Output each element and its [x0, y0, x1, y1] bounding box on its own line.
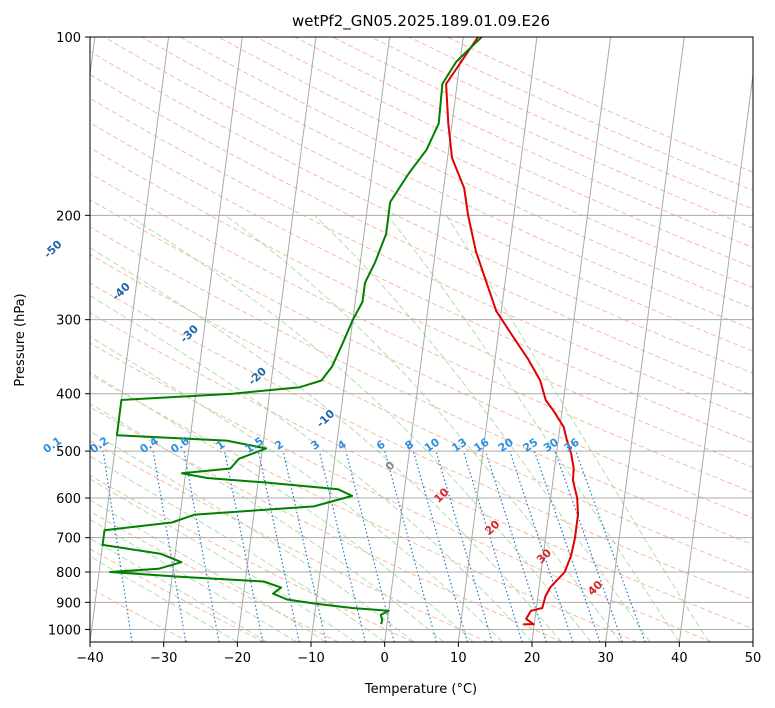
- mixing-ratio-line: [575, 450, 646, 642]
- dry-adiabat: [90, 147, 753, 468]
- background-lines: [90, 37, 753, 642]
- x-tick-label: 30: [597, 651, 614, 666]
- dry-adiabat: [90, 282, 753, 601]
- mixing-ratio-line: [554, 450, 623, 642]
- moist-adiabat: [314, 214, 651, 642]
- y-tick-label: 200: [56, 209, 81, 224]
- moist-adiabat: [90, 246, 562, 642]
- isotherm-line: [310, 37, 391, 642]
- moist-adiabat: [224, 214, 621, 642]
- mixing-ratio-line: [318, 450, 366, 642]
- mixing-ratio-line: [533, 450, 601, 642]
- isotherm-line: [605, 37, 685, 642]
- temperature-profile-line: [445, 37, 579, 626]
- data-lines: [101, 37, 579, 626]
- chart-title: wetPf2_GN05.2025.189.01.09.E26: [292, 12, 550, 31]
- moist-adiabat: [90, 336, 503, 642]
- moist-adiabat: [90, 403, 444, 642]
- dry-adiabat: [103, 37, 753, 352]
- x-tick-label: −10: [297, 651, 324, 666]
- moist-adiabat: [90, 555, 238, 642]
- dry-adiabat: [90, 50, 753, 374]
- moist-adiabat: [90, 537, 268, 642]
- dewpoint-profile-line: [101, 37, 483, 625]
- dry-adiabat: [90, 548, 264, 642]
- isotherm-line: [457, 37, 538, 642]
- x-tick-label: −30: [150, 651, 177, 666]
- moist-adiabat: [90, 295, 533, 642]
- mixing-ratio-line: [183, 450, 220, 642]
- dry-adiabat: [90, 312, 753, 630]
- y-tick-label: 100: [56, 31, 81, 46]
- mixing-ratio-line: [282, 450, 327, 642]
- y-tick-label: 900: [56, 596, 81, 611]
- y-axis-label: Pressure (hPa): [13, 293, 28, 386]
- x-axis-label: Temperature (°C): [364, 682, 477, 697]
- dry-adiabat: [90, 440, 488, 642]
- mixing-ratio-line: [462, 450, 523, 642]
- y-tick-label: 1000: [48, 623, 81, 638]
- dry-adiabat: [90, 406, 563, 642]
- x-tick-label: 20: [524, 651, 541, 666]
- dry-adiabat: [141, 37, 753, 331]
- y-axis: 100 200 300 400 500 600 700 800 900 1000: [48, 31, 90, 638]
- x-tick-label: −20: [224, 651, 251, 666]
- moist-adiabat: [445, 215, 710, 642]
- isotherm-line: [531, 37, 612, 642]
- mixing-ratio-line: [435, 450, 493, 642]
- dry-adiabat: [90, 172, 753, 494]
- mixing-ratio-line: [412, 450, 469, 642]
- isotherm-line: [678, 70, 753, 642]
- mixing-ratio-line: [224, 450, 264, 642]
- x-tick-label: 0: [381, 651, 389, 666]
- grid-lines: [90, 37, 753, 642]
- moist-adiabat: [90, 478, 356, 642]
- x-tick-label: 10: [450, 651, 467, 666]
- plot-background: [90, 37, 753, 642]
- mixing-ratio-line: [509, 450, 574, 642]
- mixing-ratio-line: [384, 450, 437, 642]
- dry-adiabat: [90, 587, 190, 642]
- dry-adiabat: [90, 374, 638, 642]
- dry-adiabat: [179, 37, 753, 309]
- y-tick-label: 500: [56, 445, 81, 460]
- moist-adiabat: [127, 214, 592, 642]
- x-tick-label: 40: [671, 651, 688, 666]
- mixing-ratio-line: [152, 451, 187, 642]
- moist-adiabat: [90, 371, 474, 642]
- x-axis: −40 −30 −20 −10 0 10 20 30 40 50: [76, 642, 761, 666]
- isotherm-line: [236, 37, 317, 642]
- moist-adiabat: [387, 214, 680, 642]
- dry-adiabat: [218, 37, 753, 289]
- y-tick-label: 300: [56, 314, 81, 329]
- dry-adiabat: [90, 199, 753, 519]
- x-tick-label: 50: [745, 651, 762, 666]
- y-tick-label: 700: [56, 532, 81, 547]
- y-tick-label: 600: [56, 492, 81, 507]
- y-tick-label: 800: [56, 566, 81, 581]
- isotherm-line: [163, 37, 243, 642]
- mixing-ratio-line: [257, 450, 300, 642]
- moist-adiabat: [90, 430, 415, 642]
- y-tick-label: 400: [56, 388, 81, 403]
- x-tick-label: −40: [76, 651, 103, 666]
- plot-frame: [89, 36, 754, 643]
